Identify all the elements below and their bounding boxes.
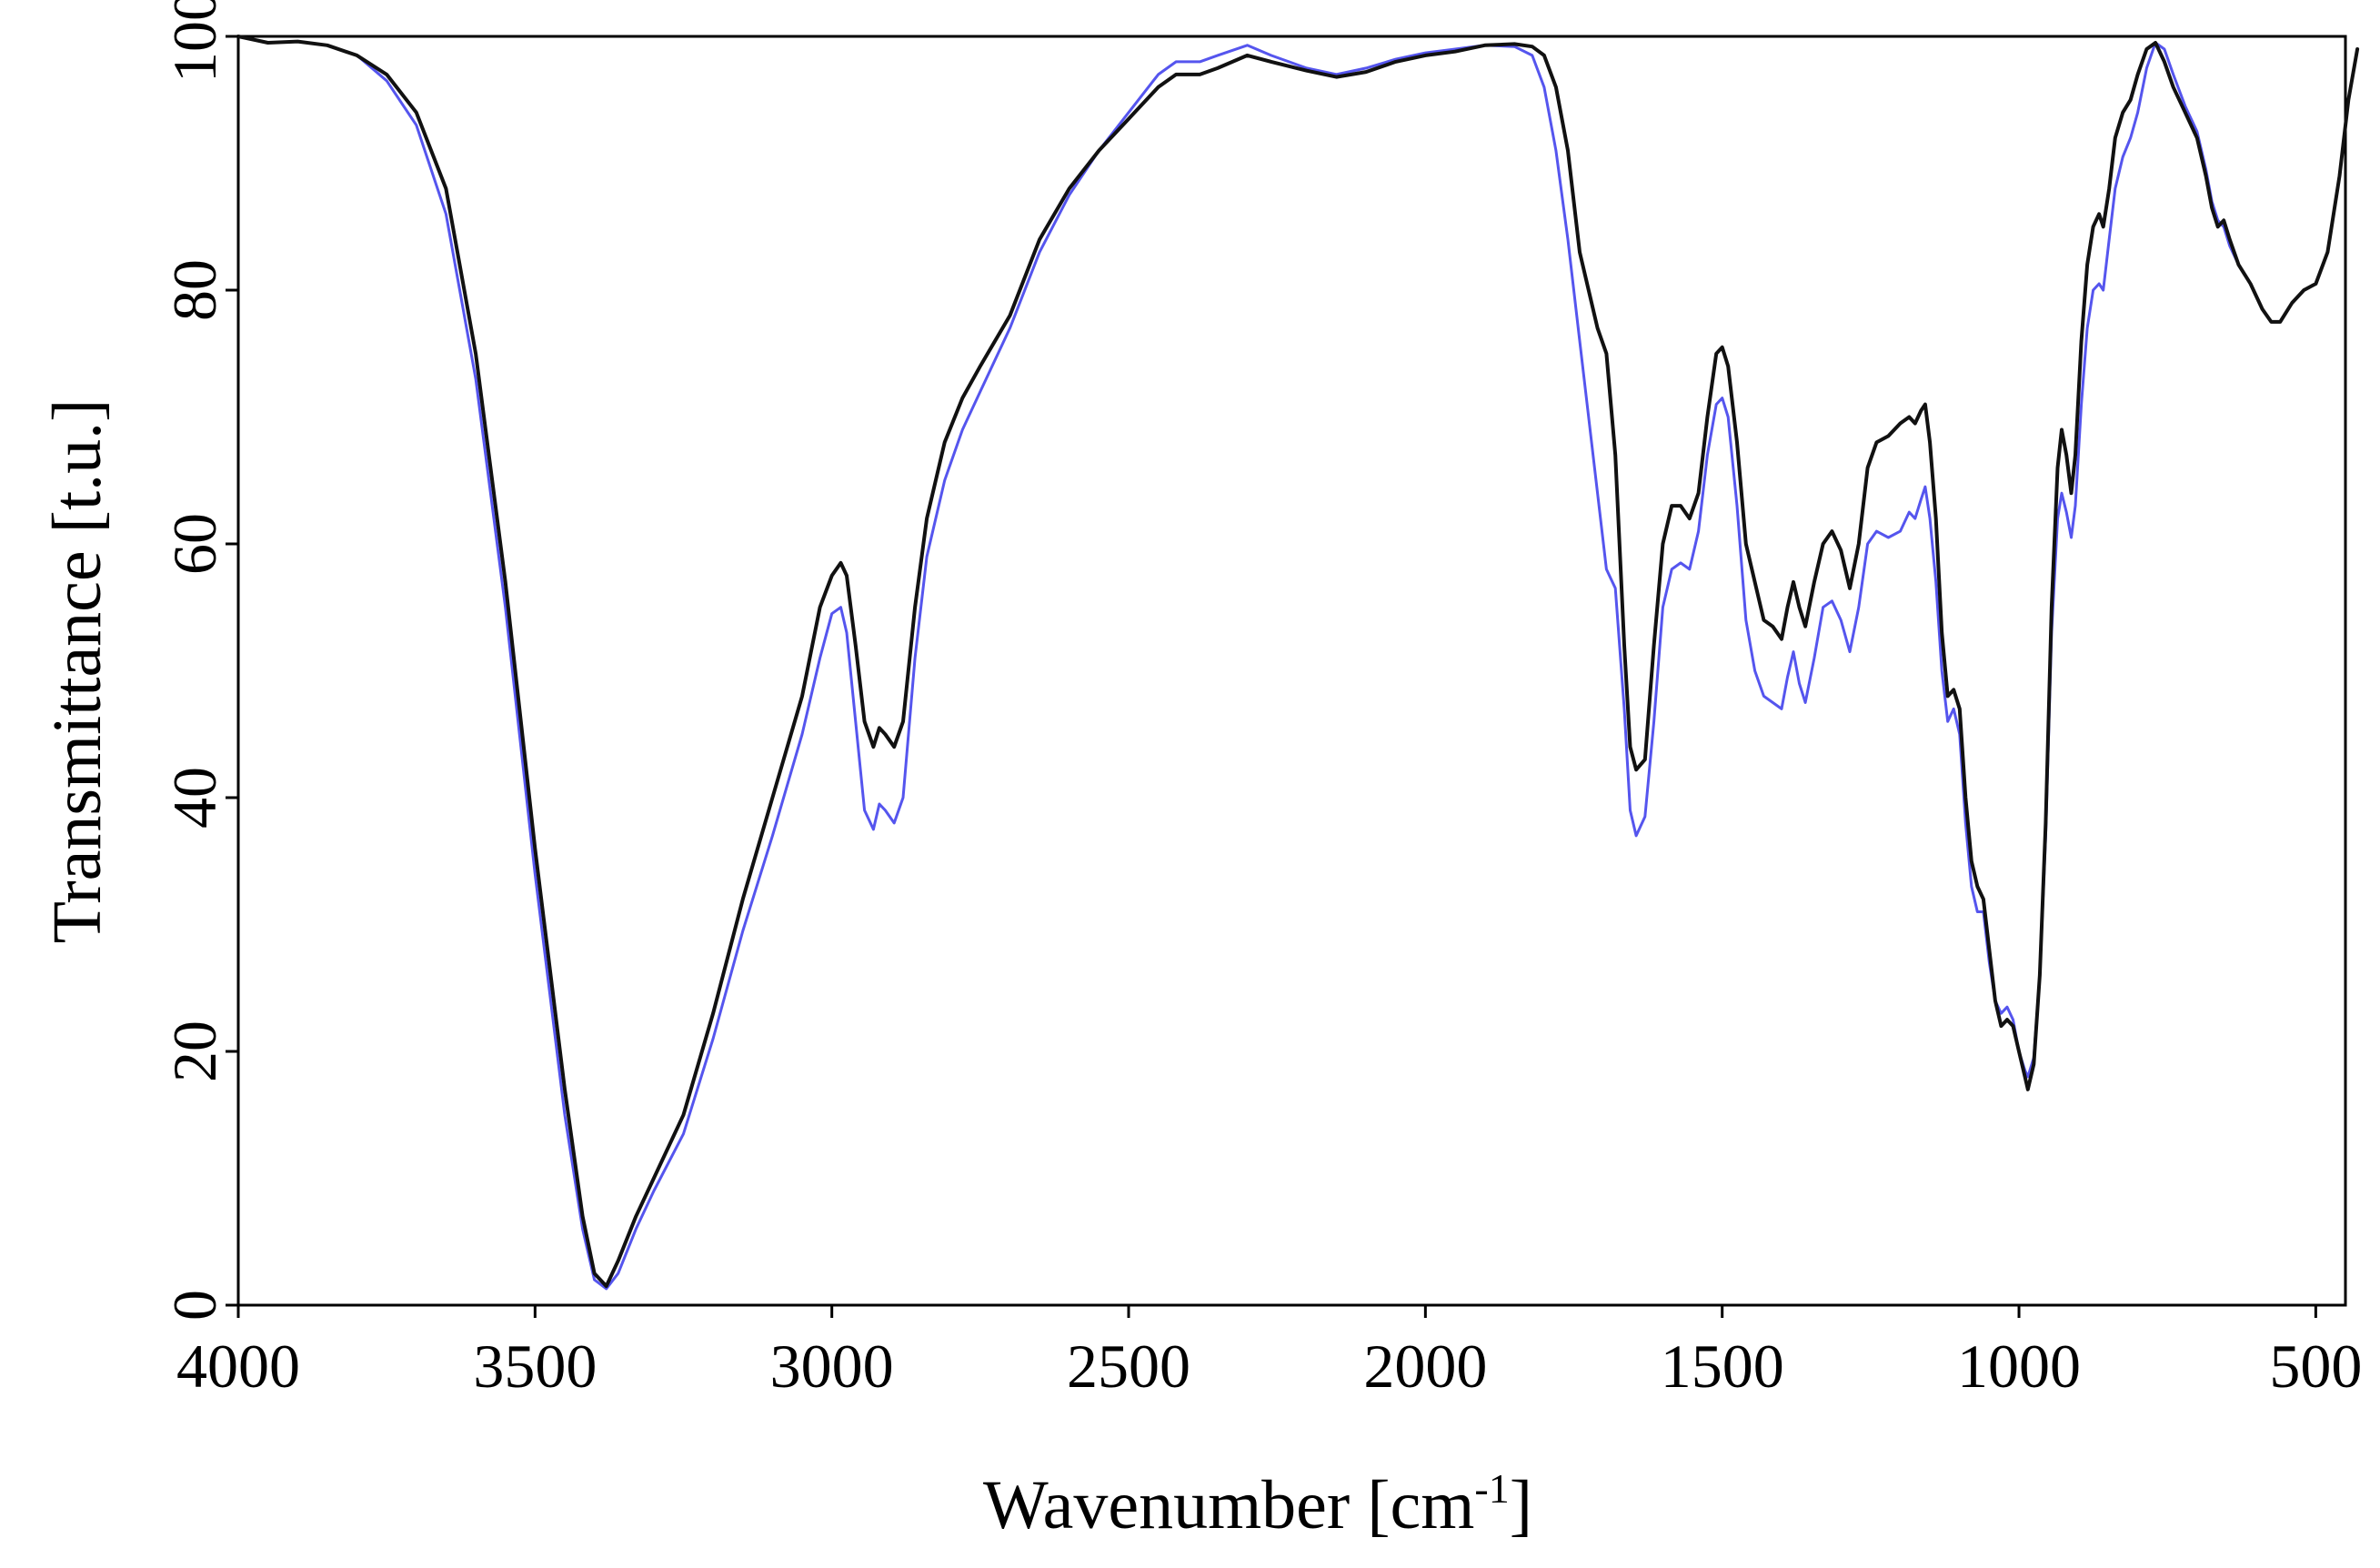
x-tick-label: 1500 <box>1661 1332 1784 1401</box>
x-tick-label: 500 <box>2269 1332 2362 1401</box>
y-tick-label: 60 <box>160 513 229 575</box>
y-axis-title: Transmittance [t.u.] <box>39 399 115 944</box>
plot-area <box>236 35 2360 1291</box>
y-axis-ticks: 0 20 40 60 80 100 <box>160 0 238 1321</box>
series-line-black <box>236 35 2360 1289</box>
series-line-blue <box>236 35 2359 1291</box>
plot-frame <box>236 35 2347 1307</box>
x-axis-ticks: 4000 3500 3000 2500 2000 1500 1000 500 <box>176 1305 2362 1401</box>
y-tick-label: 20 <box>160 1020 229 1082</box>
y-tick-label: 80 <box>160 259 229 321</box>
y-tick-label: 40 <box>160 767 229 829</box>
x-axis-title-main: Wavenumber [cm <box>983 1467 1474 1543</box>
y-tick-label: 100 <box>160 0 229 83</box>
x-tick-label: 4000 <box>176 1332 300 1401</box>
y-tick-label: 0 <box>160 1290 229 1321</box>
x-tick-label: 3000 <box>770 1332 894 1401</box>
x-axis-title: Wavenumber [cm-1] <box>983 1465 1532 1543</box>
x-axis-title-bracket: ] <box>1510 1467 1532 1543</box>
x-tick-label: 2000 <box>1363 1332 1487 1401</box>
x-axis-title-superscript: -1 <box>1474 1465 1509 1512</box>
x-tick-label: 1000 <box>1957 1332 2081 1401</box>
x-tick-label: 3500 <box>473 1332 597 1401</box>
x-tick-label: 2500 <box>1067 1332 1190 1401</box>
